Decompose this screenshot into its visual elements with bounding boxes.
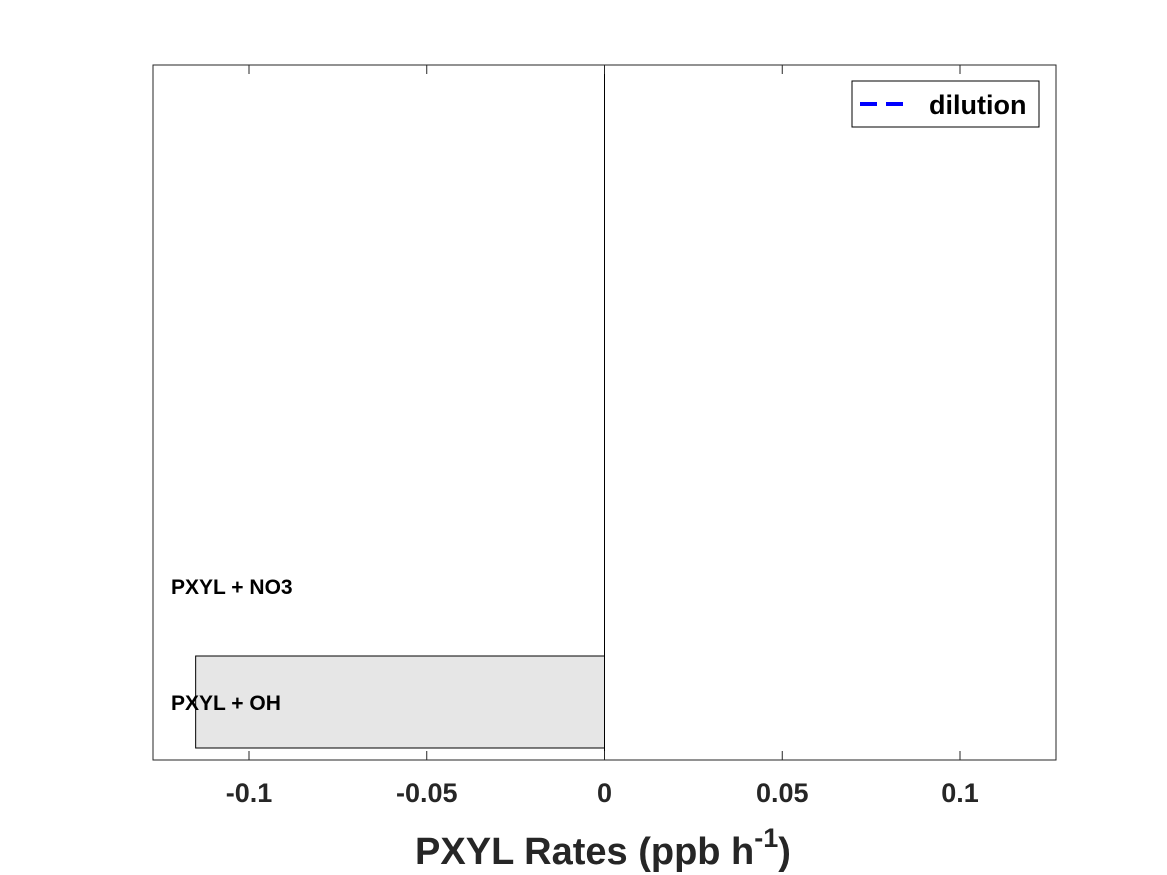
x-tick-label: 0.1 xyxy=(941,778,979,808)
x-axis-title: PXYL Rates (ppb h-1) xyxy=(415,823,791,873)
x-tick-labels-group: -0.1 -0.05 0 0.05 0.1 xyxy=(226,778,979,808)
x-axis-title-superscript: -1 xyxy=(754,823,778,853)
x-ticks-group xyxy=(248,65,961,760)
bar-label: PXYL + OH xyxy=(171,692,281,715)
bar-pxyl-oh xyxy=(195,655,606,749)
bar-labels-group: PXYL + OH PXYL + NO3 xyxy=(171,576,293,715)
x-axis-title-close: ) xyxy=(778,831,791,873)
legend-dilution-label: dilution xyxy=(929,90,1026,120)
x-tick-label: 0.05 xyxy=(756,778,809,808)
bar-label: PXYL + NO3 xyxy=(171,576,293,599)
x-tick-label: -0.05 xyxy=(396,778,458,808)
x-tick-label: 0 xyxy=(597,778,612,808)
x-tick-label: -0.1 xyxy=(226,778,273,808)
x-axis-title-main: PXYL Rates (ppb h xyxy=(415,831,754,873)
legend-box xyxy=(851,80,1040,128)
plot-frame xyxy=(152,64,1057,761)
legend: dilution xyxy=(851,80,1040,128)
bars-group xyxy=(195,655,606,749)
